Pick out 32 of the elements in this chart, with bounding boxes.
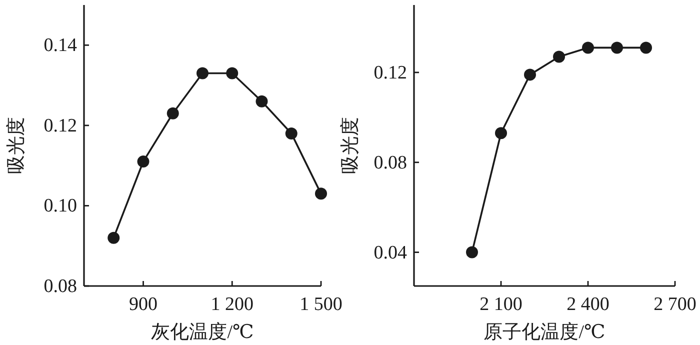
point [553,50,565,63]
x-tick-label: 2 700 [654,294,696,315]
y-axis-title: 吸光度 [5,117,27,174]
point [137,156,150,168]
point [466,246,478,258]
y-tick-label: 0.08 [44,276,77,297]
x-axis-title: 原子化温度/℃ [484,321,606,343]
x-tick-label: 1 200 [210,294,254,315]
x-tick-label: 900 [129,294,158,315]
point [196,67,208,80]
x-tick-label: 1 500 [300,294,342,315]
y-tick-label: 0.12 [44,115,77,136]
y-axis-title: 吸光度 [339,117,361,174]
x-tick-label: 2 400 [566,294,610,315]
y-tick-label: 0.08 [374,152,407,174]
x-tick-label: 2 100 [480,294,522,315]
point [495,127,507,140]
x-axis-title: 灰化温度/℃ [151,321,254,343]
point [226,67,238,80]
point [611,42,623,54]
point [640,42,652,54]
point [524,68,536,81]
point [256,95,268,108]
y-tick-label: 0.04 [374,242,408,264]
point [285,127,298,140]
y-tick-label: 0.12 [374,62,407,84]
point [582,42,594,54]
point [166,107,179,120]
point [108,232,120,244]
point [315,188,327,200]
y-tick-label: 0.10 [44,196,77,217]
y-tick-label: 0.14 [44,35,78,56]
